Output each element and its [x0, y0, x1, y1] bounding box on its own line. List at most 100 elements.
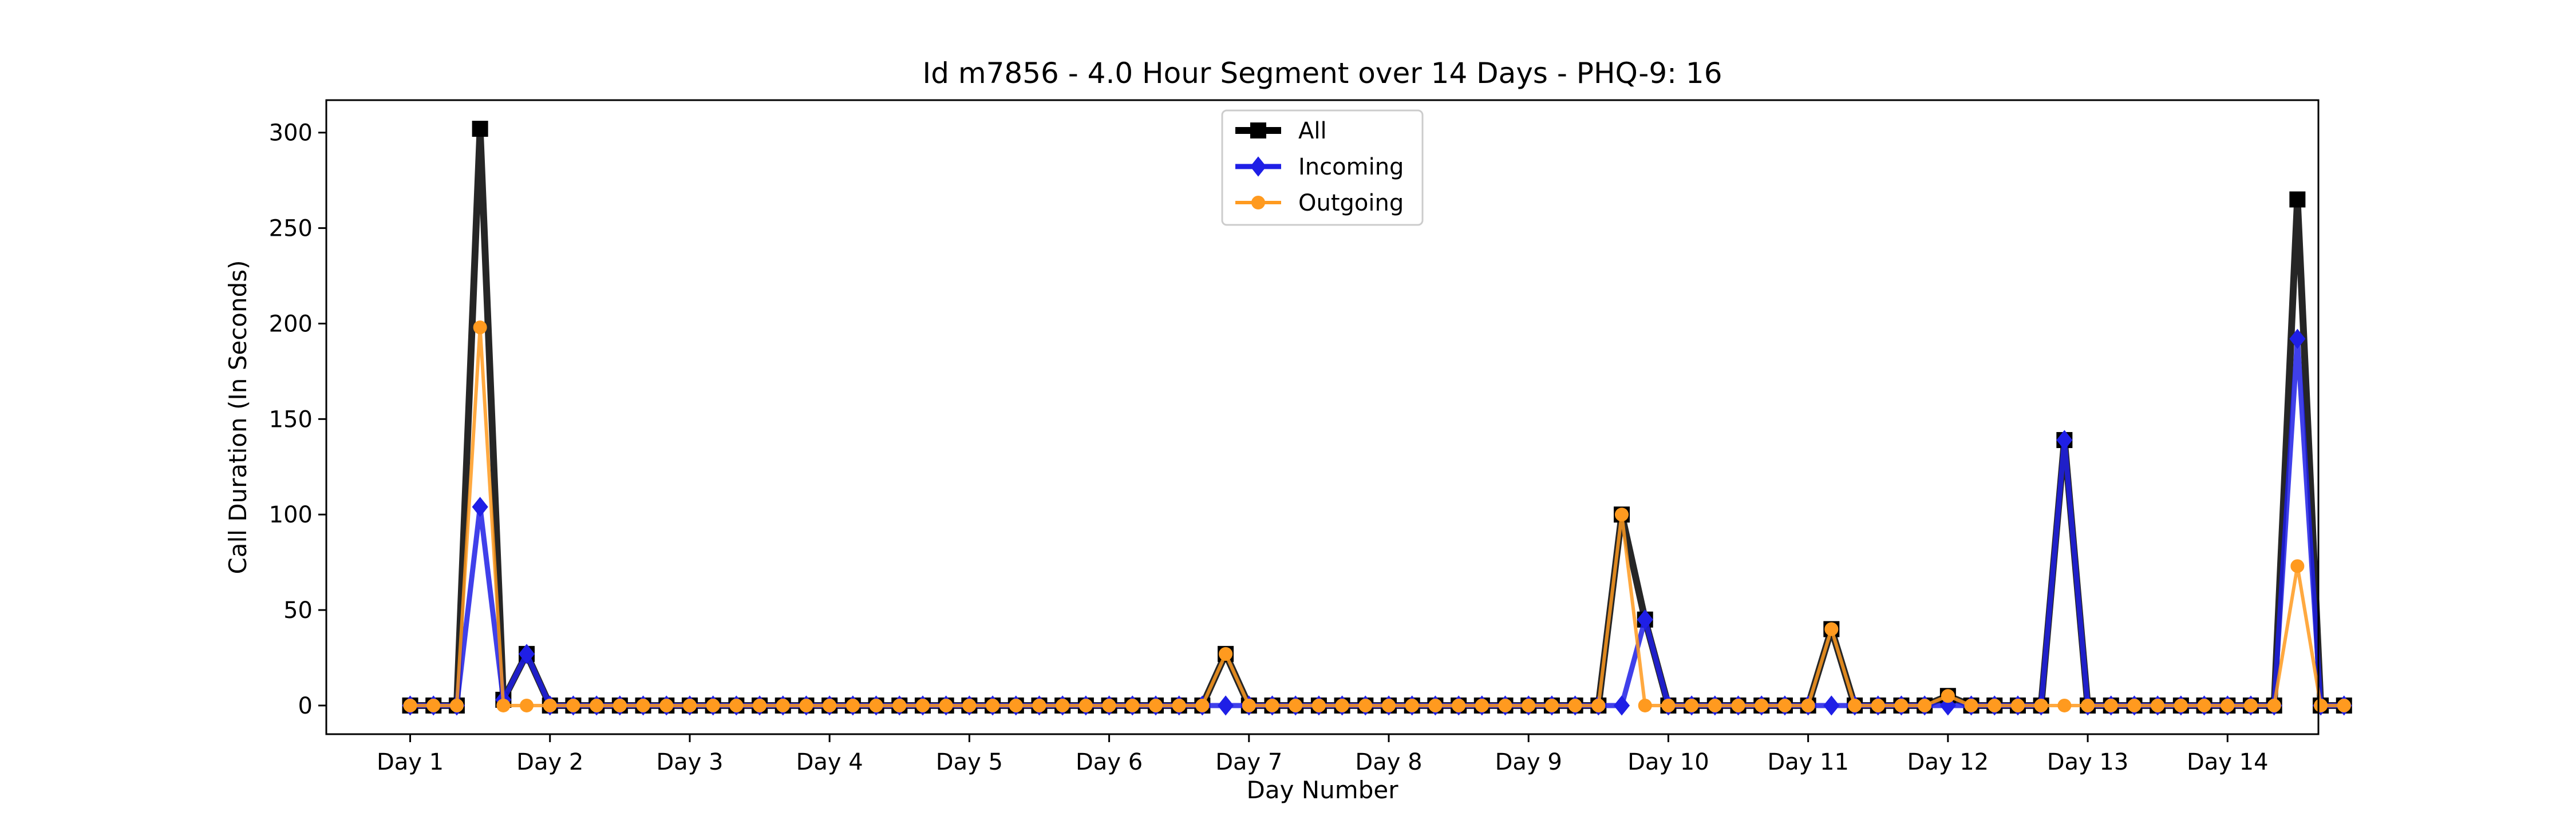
data-point-outgoing [1009, 698, 1023, 712]
data-point-incoming [1613, 695, 1630, 716]
data-point-outgoing [1894, 698, 1909, 712]
data-point-outgoing [2057, 698, 2072, 712]
data-point-outgoing [915, 698, 930, 712]
data-point-outgoing [636, 698, 650, 712]
data-point-outgoing [1638, 698, 1652, 712]
data-point-outgoing [1871, 698, 1885, 712]
x-tick-label: Day 11 [1767, 749, 1849, 775]
data-point-outgoing [2127, 698, 2142, 712]
data-point-outgoing [1755, 698, 1769, 712]
y-tick-label: 200 [269, 311, 313, 337]
data-point-outgoing [1195, 698, 1210, 712]
x-tick-label: Day 13 [2047, 749, 2129, 775]
data-point-outgoing [426, 698, 441, 712]
x-tick-label: Day 14 [2187, 749, 2269, 775]
data-point-outgoing [1078, 698, 1093, 712]
data-point-outgoing [776, 698, 790, 712]
x-tick-label: Day 4 [796, 749, 863, 775]
legend: All Incoming Outgoing [1221, 109, 1424, 226]
y-tick-label: 300 [269, 120, 313, 146]
data-point-outgoing [1382, 698, 1396, 712]
data-point-outgoing [566, 698, 580, 712]
data-point-outgoing [473, 320, 487, 335]
legend-entry-all: All [1235, 118, 1327, 144]
data-point-outgoing [2034, 698, 2048, 712]
data-point-outgoing [2221, 698, 2235, 712]
data-point-incoming [2289, 328, 2306, 349]
data-point-outgoing [1568, 698, 1582, 712]
data-point-outgoing [706, 698, 720, 712]
data-point-outgoing [2290, 559, 2305, 573]
data-point-outgoing [2081, 698, 2095, 712]
x-tick-label: Day 2 [516, 749, 583, 775]
data-point-outgoing [2314, 698, 2328, 712]
data-point-outgoing [962, 698, 977, 712]
data-point-incoming [518, 644, 535, 664]
data-point-incoming [472, 497, 488, 517]
data-point-outgoing [1428, 698, 1443, 712]
data-point-outgoing [1918, 698, 1932, 712]
data-point-incoming [1823, 695, 1840, 716]
data-point-outgoing [1777, 698, 1792, 712]
data-point-outgoing [1475, 698, 1489, 712]
data-point-outgoing [1148, 698, 1163, 712]
data-point-all [472, 121, 488, 137]
data-point-outgoing [2267, 698, 2281, 712]
chart-title: Id m7856 - 4.0 Hour Segment over 14 Days… [922, 57, 1722, 90]
x-tick-label: Day 12 [1907, 749, 1989, 775]
data-point-outgoing [1311, 698, 1326, 712]
data-point-outgoing [1824, 622, 1839, 636]
data-point-outgoing [1265, 698, 1279, 712]
data-point-outgoing [2151, 698, 2165, 712]
data-point-outgoing [1708, 698, 1722, 712]
legend-entry-incoming: Incoming [1235, 154, 1404, 180]
data-point-incoming [1218, 695, 1234, 716]
x-axis-title: Day Number [1246, 776, 1398, 804]
legend-marker-incoming [1250, 156, 1267, 177]
data-point-outgoing [520, 698, 534, 712]
data-point-outgoing [1056, 698, 1070, 712]
data-point-outgoing [590, 698, 604, 712]
data-point-outgoing [613, 698, 627, 712]
legend-entry-outgoing: Outgoing [1235, 190, 1404, 216]
y-axis-title: Call Duration (In Seconds) [224, 260, 252, 574]
data-point-outgoing [2174, 698, 2188, 712]
data-point-outgoing [1988, 698, 2002, 712]
data-point-outgoing [1452, 698, 1466, 712]
data-point-outgoing [659, 698, 674, 712]
data-point-outgoing [869, 698, 883, 712]
data-point-outgoing [449, 698, 464, 712]
data-point-outgoing [543, 698, 557, 712]
data-point-outgoing [1544, 698, 1559, 712]
data-point-outgoing [2197, 698, 2211, 712]
y-tick-label: 150 [269, 406, 313, 433]
series-layer [402, 121, 2352, 716]
data-point-outgoing [1522, 698, 1536, 712]
data-point-outgoing [823, 698, 837, 712]
plot-area-frame [325, 99, 2320, 735]
data-point-outgoing [753, 698, 767, 712]
data-point-outgoing [1685, 698, 1699, 712]
data-point-outgoing [1032, 698, 1046, 712]
data-point-outgoing [846, 698, 860, 712]
series-incoming [402, 328, 2352, 716]
data-point-outgoing [1964, 698, 1978, 712]
data-point-outgoing [1358, 698, 1373, 712]
x-tick-label: Day 8 [1355, 749, 1422, 775]
x-tick-label: Day 6 [1076, 749, 1143, 775]
data-point-outgoing [939, 698, 953, 712]
data-point-outgoing [1498, 698, 1512, 712]
x-tick-label: Day 1 [377, 749, 444, 775]
x-tick-label: Day 3 [656, 749, 723, 775]
data-point-outgoing [2104, 698, 2118, 712]
y-axis: 0 50 100 150 200 250 300 [269, 120, 326, 719]
x-tick-label: Day 10 [1627, 749, 1709, 775]
data-point-outgoing [1219, 647, 1233, 661]
data-point-incoming [2056, 430, 2073, 450]
data-point-outgoing [1242, 698, 1256, 712]
data-point-outgoing [1661, 698, 1676, 712]
y-tick-label: 0 [298, 693, 313, 719]
y-tick-label: 250 [269, 216, 313, 242]
data-point-outgoing [986, 698, 1000, 712]
